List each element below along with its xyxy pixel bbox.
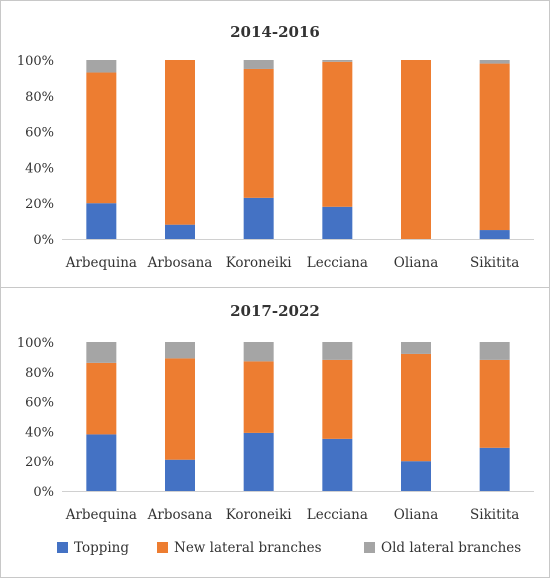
chart-panel-2017-2022: 2017-2022 0%20%40%60%80%100% Arbequina Ar… xyxy=(17,302,534,523)
y-tick-label: 40% xyxy=(25,425,54,440)
bar-segment-old-lateral-branches xyxy=(479,60,510,64)
bar-segment-new-lateral-branches xyxy=(401,60,431,239)
bars xyxy=(86,60,510,239)
x-tick-label: Oliana xyxy=(394,255,439,271)
y-tick-label: 100% xyxy=(17,54,54,69)
bar-segment-old-lateral-branches xyxy=(86,60,117,73)
y-tick-label: 0% xyxy=(33,233,54,248)
bar-segment-old-lateral-branches xyxy=(243,342,274,362)
bar-segment-new-lateral-branches xyxy=(479,63,510,231)
y-tick-label: 100% xyxy=(17,336,54,351)
bar-segment-new-lateral-branches xyxy=(479,359,510,448)
bar-segment-old-lateral-branches xyxy=(322,342,353,360)
bar-segment-old-lateral-branches xyxy=(165,342,195,359)
legend-label-topping: Topping xyxy=(74,540,129,556)
bar-segment-new-lateral-branches xyxy=(86,72,117,204)
legend-item-new-lateral-branches: New lateral branches xyxy=(157,540,322,556)
bar-segment-topping xyxy=(479,230,510,239)
bar-segment-new-lateral-branches xyxy=(165,358,195,460)
legend-label-old-lateral-branches: Old lateral branches xyxy=(381,540,521,556)
bar-segment-old-lateral-branches xyxy=(479,342,510,360)
bar-segment-topping xyxy=(86,434,117,491)
x-tick-label: Lecciana xyxy=(307,507,368,523)
x-tick-label: Oliana xyxy=(394,507,439,523)
y-tick-label: 80% xyxy=(25,366,54,381)
bar-segment-new-lateral-branches xyxy=(322,61,353,207)
x-tick-label: Koroneiki xyxy=(226,255,293,271)
x-axis-labels: Arbequina Arbosana Koroneiki Lecciana Oliana… xyxy=(65,507,520,523)
bar-segment-new-lateral-branches xyxy=(243,68,274,198)
bar-segment-new-lateral-branches xyxy=(243,361,274,433)
x-axis-labels: Arbequina Arbosana Koroneiki Lecciana Oliana… xyxy=(65,255,520,271)
y-tick-label: 60% xyxy=(25,396,54,411)
x-tick-label: Arbequina xyxy=(65,507,137,523)
x-tick-label: Sikitita xyxy=(470,507,519,523)
bar-segment-topping xyxy=(86,203,117,239)
legend-item-topping: Topping xyxy=(57,540,129,556)
legend-item-old-lateral-branches: Old lateral branches xyxy=(364,540,521,556)
bars xyxy=(86,342,510,491)
bar-segment-old-lateral-branches xyxy=(322,60,353,62)
x-tick-label: Arbosana xyxy=(147,255,213,271)
bar-segment-topping xyxy=(322,438,353,491)
bar-segment-old-lateral-branches xyxy=(401,342,431,354)
y-tick-label: 60% xyxy=(25,126,54,141)
bar-segment-topping xyxy=(243,432,274,491)
chart-title: 2017-2022 xyxy=(230,302,320,320)
bar-segment-new-lateral-branches xyxy=(86,362,117,435)
bar-segment-topping xyxy=(322,206,353,239)
chart-panel-2014-2016: 2014-2016 0%20%40%60%80%100% Arbequina Ar… xyxy=(17,23,534,271)
bar-segment-topping xyxy=(401,461,431,491)
bar-segment-new-lateral-branches xyxy=(322,359,353,439)
x-tick-label: Arbequina xyxy=(65,255,137,271)
bar-segment-topping xyxy=(243,197,274,239)
y-tick-label: 20% xyxy=(25,197,54,212)
legend-swatch-topping xyxy=(57,542,68,553)
y-axis-ticks: 0% 20% 40% 60% 80% 100% xyxy=(17,336,54,500)
bar-segment-new-lateral-branches xyxy=(401,353,431,462)
bar-segment-old-lateral-branches xyxy=(243,60,274,69)
y-tick-label: 40% xyxy=(25,161,54,176)
x-tick-label: Arbosana xyxy=(147,507,213,523)
bar-segment-topping xyxy=(165,224,195,239)
x-tick-label: Sikitita xyxy=(470,255,519,271)
bar-segment-topping xyxy=(479,447,510,491)
chart-title: 2014-2016 xyxy=(230,23,320,41)
legend-swatch-new-lateral-branches xyxy=(157,542,168,553)
legend-swatch-old-lateral-branches xyxy=(364,542,375,553)
bar-segment-topping xyxy=(165,459,195,491)
y-tick-label: 20% xyxy=(25,455,54,470)
x-tick-label: Koroneiki xyxy=(226,507,293,523)
legend-label-new-lateral-branches: New lateral branches xyxy=(174,540,322,556)
bar-segment-new-lateral-branches xyxy=(165,60,195,225)
y-axis-ticks: 0% 20% 40% 60% 80% 100% xyxy=(17,54,54,248)
y-tick-label: 0% xyxy=(33,485,54,500)
bar-segment-old-lateral-branches xyxy=(86,342,117,363)
y-tick-label: 80% xyxy=(25,90,54,105)
legend: Topping New lateral branches Old lateral… xyxy=(57,540,521,556)
x-tick-label: Lecciana xyxy=(307,255,368,271)
